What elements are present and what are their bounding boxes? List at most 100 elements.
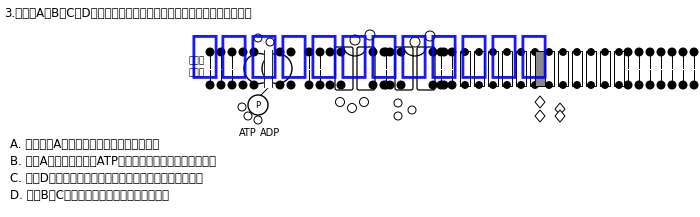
Text: B. 物质A的跨膜运输所需ATP可以产生于细胞质基质和线粒体: B. 物质A的跨膜运输所需ATP可以产生于细胞质基质和线粒体 [10,155,216,168]
Circle shape [262,54,292,84]
Circle shape [438,48,444,56]
Circle shape [448,81,456,89]
Circle shape [679,48,687,56]
Polygon shape [535,96,545,108]
Circle shape [326,81,334,89]
Circle shape [305,81,313,89]
Circle shape [518,49,524,55]
Bar [535,51,545,86]
FancyBboxPatch shape [335,47,353,90]
Circle shape [369,48,377,56]
Circle shape [217,48,225,56]
Circle shape [616,49,622,55]
Circle shape [588,49,594,55]
Bar [586,51,596,86]
Circle shape [429,81,437,89]
Bar [558,51,568,86]
Bar [544,51,554,86]
Circle shape [532,82,538,88]
Bar [516,51,526,86]
Circle shape [244,112,252,120]
Circle shape [425,31,435,41]
Circle shape [206,48,214,56]
Circle shape [380,48,388,56]
Circle shape [397,81,405,89]
Circle shape [287,81,295,89]
Circle shape [386,48,394,56]
Circle shape [365,30,375,40]
Circle shape [476,82,482,88]
Bar [530,51,540,86]
Circle shape [532,49,538,55]
Bar [264,50,272,87]
Circle shape [440,81,448,89]
Circle shape [382,48,390,56]
Circle shape [690,81,698,89]
Text: ATP: ATP [239,128,257,138]
Circle shape [382,81,390,89]
Circle shape [316,48,324,56]
Circle shape [448,48,456,56]
Circle shape [462,49,468,55]
Circle shape [254,116,262,124]
Circle shape [646,48,654,56]
Circle shape [335,97,344,107]
Circle shape [668,48,676,56]
Circle shape [305,48,313,56]
Text: C. 物质D的转运方式存在于高等动物细胞和高等植物细胞中: C. 物质D的转运方式存在于高等动物细胞和高等植物细胞中 [10,172,203,185]
Circle shape [490,49,496,55]
Bar [502,51,512,86]
Circle shape [347,104,356,112]
Circle shape [266,38,274,46]
Circle shape [408,106,416,114]
Polygon shape [555,110,565,122]
Circle shape [206,81,214,89]
Circle shape [410,37,420,47]
Circle shape [217,81,225,89]
Circle shape [326,48,334,56]
Circle shape [504,49,510,55]
Circle shape [635,48,643,56]
Circle shape [560,49,566,55]
Circle shape [239,81,247,89]
Circle shape [287,48,295,56]
Circle shape [518,82,524,88]
Circle shape [476,49,482,55]
Circle shape [250,81,258,89]
Text: ADP: ADP [260,128,280,138]
Circle shape [668,81,676,89]
Text: 微信公众号关注：趣找答案: 微信公众号关注：趣找答案 [190,31,550,79]
Circle shape [440,48,448,56]
Circle shape [616,82,622,88]
Bar [572,51,582,86]
Circle shape [490,82,496,88]
Circle shape [254,34,262,42]
Circle shape [679,81,687,89]
Circle shape [337,48,345,56]
Circle shape [560,82,566,88]
Text: A. 转运物质A的蛋白质复合体还具有催化功能: A. 转运物质A的蛋白质复合体还具有催化功能 [10,138,160,151]
Circle shape [369,81,377,89]
Circle shape [337,81,345,89]
Circle shape [316,81,324,89]
Circle shape [624,48,632,56]
Bar [600,51,610,86]
Circle shape [228,48,236,56]
Circle shape [574,49,580,55]
Circle shape [276,81,284,89]
Circle shape [238,103,246,111]
Circle shape [250,48,258,56]
Text: P: P [256,100,260,110]
Circle shape [438,81,444,89]
Circle shape [380,81,388,89]
Circle shape [574,82,580,88]
Circle shape [276,48,284,56]
Text: 3.下图为A、B、C、D四种物质的跨膜运输示意图，下列相关叙述错误的是: 3.下图为A、B、C、D四种物质的跨膜运输示意图，下列相关叙述错误的是 [4,7,251,20]
Bar [614,51,624,86]
Bar [474,51,484,86]
Bar [488,51,498,86]
Circle shape [394,99,402,107]
Circle shape [588,82,594,88]
Circle shape [657,81,665,89]
Circle shape [635,81,643,89]
